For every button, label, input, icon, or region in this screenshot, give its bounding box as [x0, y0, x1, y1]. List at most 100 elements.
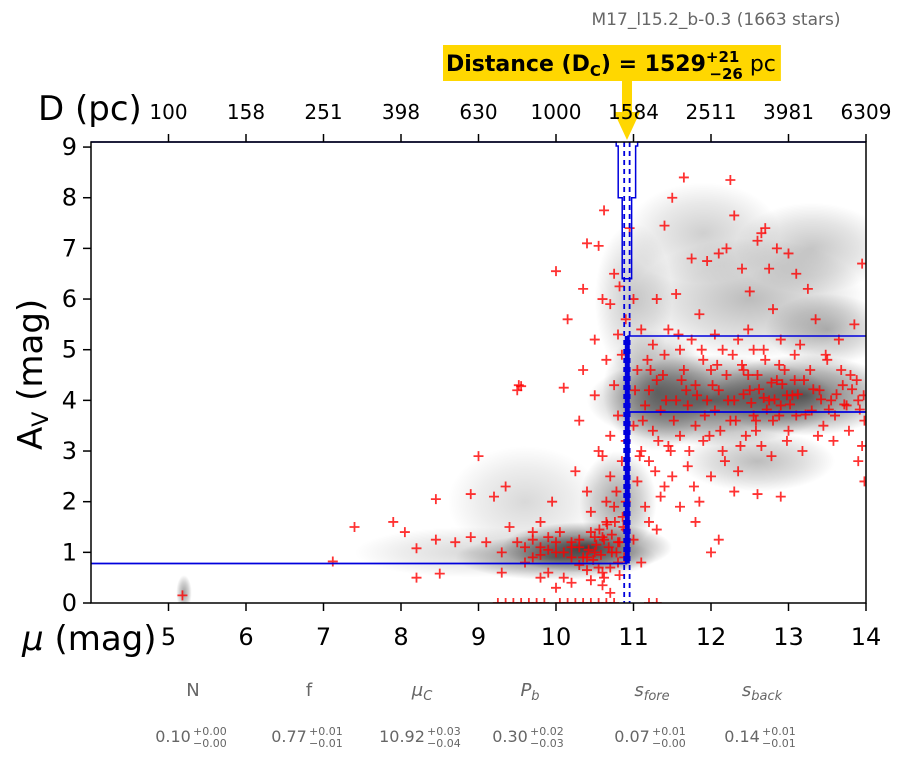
top-tick-label: 3981	[763, 100, 814, 124]
x-tick-label: 14	[851, 623, 882, 651]
star-marker	[781, 435, 792, 446]
star-marker	[735, 440, 746, 451]
distance-callout: Distance (DC) = 1529+21 −26 pc	[443, 45, 781, 140]
star-marker	[613, 410, 623, 421]
star-marker	[849, 319, 860, 330]
star-marker	[750, 415, 761, 426]
x-axis-ticks: 5 6 7 8 9 10 11 12 13 14	[161, 603, 881, 651]
x-tick-label: 9	[471, 623, 486, 651]
star-marker	[520, 542, 530, 553]
star-marker	[764, 395, 775, 406]
star-marker	[752, 235, 763, 246]
star-marker	[636, 446, 647, 457]
star-marker	[613, 557, 623, 568]
star-marker	[698, 435, 709, 446]
star-marker	[562, 314, 573, 325]
y-tick-label: 8	[62, 184, 77, 212]
star-marker	[717, 446, 728, 457]
distance-histogram	[91, 141, 866, 280]
star-marker	[614, 537, 625, 548]
star-marker	[327, 556, 338, 567]
star-marker	[634, 451, 645, 462]
star-marker	[578, 552, 589, 563]
star-marker	[566, 577, 577, 588]
distance-callout-box	[443, 45, 781, 81]
star-marker	[704, 430, 715, 441]
star-marker	[730, 415, 741, 426]
star-marker	[651, 524, 662, 535]
param-name: μC	[411, 680, 433, 704]
star-marker	[582, 238, 592, 249]
star-marker	[611, 547, 622, 558]
star-marker	[771, 375, 782, 386]
star-marker	[632, 364, 643, 375]
star-marker	[737, 359, 747, 370]
star-marker	[671, 288, 682, 299]
star-marker	[743, 370, 754, 381]
star-marker	[799, 375, 809, 386]
star-marker	[597, 451, 608, 462]
star-marker	[574, 560, 585, 571]
y-tick-label: 6	[62, 285, 77, 313]
star-marker	[644, 516, 654, 527]
star-marker	[791, 268, 802, 279]
star-marker	[746, 397, 757, 408]
star-marker	[614, 570, 625, 581]
star-marker	[609, 268, 620, 279]
star-marker	[760, 354, 771, 365]
star-marker	[599, 534, 610, 545]
star-marker	[668, 415, 679, 426]
star-marker	[637, 415, 648, 426]
param-name: Pb	[520, 680, 539, 704]
star-marker	[589, 532, 600, 543]
star-marker	[808, 384, 819, 395]
star-marker	[706, 547, 716, 558]
star-marker	[723, 395, 734, 406]
star-marker	[388, 516, 399, 527]
star-marker	[636, 557, 647, 568]
star-marker	[706, 471, 716, 482]
star-marker	[434, 568, 445, 579]
star-marker	[411, 572, 422, 583]
star-marker	[698, 354, 709, 365]
star-marker	[597, 580, 608, 591]
star-marker	[675, 501, 685, 512]
star-marker	[605, 471, 616, 482]
star-marker	[675, 430, 685, 441]
star-marker	[826, 395, 837, 406]
star-marker	[630, 385, 641, 396]
star-marker	[640, 501, 651, 512]
star-marker	[820, 349, 831, 360]
param-value: 0.77	[271, 727, 307, 746]
star-marker	[694, 496, 705, 507]
star-marker	[593, 240, 604, 251]
star-marker	[589, 334, 600, 345]
top-tick-label: 158	[227, 100, 265, 124]
star-marker	[605, 430, 616, 441]
star-marker	[500, 481, 511, 492]
star-marker	[651, 598, 662, 603]
star-marker	[659, 349, 670, 360]
star-marker	[754, 384, 765, 395]
star-marker	[593, 598, 604, 603]
star-marker	[690, 380, 701, 391]
x-tick-label: 12	[696, 623, 727, 651]
density-blob	[176, 575, 192, 603]
star-marker	[748, 344, 759, 355]
distance-sup: +21	[706, 48, 739, 66]
star-marker	[611, 486, 622, 497]
star-marker	[684, 446, 695, 457]
density-blob	[765, 293, 866, 365]
y-axis-label: AV (mag)	[11, 299, 54, 450]
x-tick-label: 7	[316, 623, 331, 651]
star-marker	[659, 220, 670, 231]
star-marker	[473, 451, 484, 462]
star-marker	[671, 395, 682, 406]
star-marker	[594, 524, 605, 535]
star-marker	[558, 382, 569, 393]
star-marker	[399, 527, 410, 538]
star-marker	[688, 481, 699, 492]
star-marker	[837, 380, 848, 391]
star-marker	[647, 425, 658, 436]
